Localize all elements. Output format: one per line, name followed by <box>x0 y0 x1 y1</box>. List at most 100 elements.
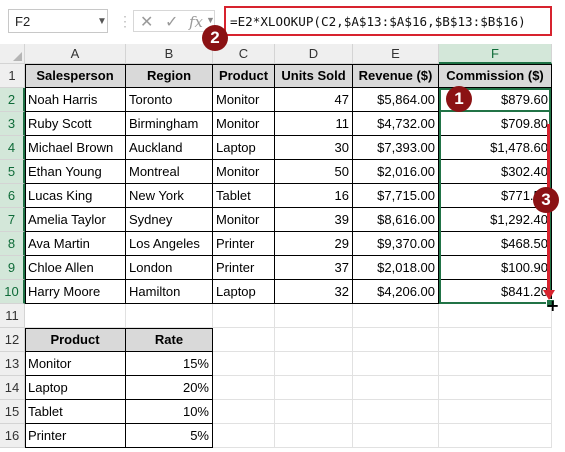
row-header-3[interactable]: 3 <box>0 112 25 136</box>
cell[interactable] <box>439 328 552 352</box>
insert-function-icon[interactable]: fx <box>189 13 204 31</box>
name-box[interactable]: F2 ▼ <box>8 9 108 33</box>
cell[interactable] <box>275 424 353 448</box>
table-cell[interactable]: Printer <box>213 256 275 280</box>
formula-input[interactable]: =E2*XLOOKUP(C2,$A$13:$A$16,$B$13:$B$16) <box>224 6 552 36</box>
rate-table-cell[interactable]: 15% <box>126 352 213 376</box>
table-cell[interactable]: $9,370.00 <box>353 232 439 256</box>
rate-table-cell[interactable]: Laptop <box>25 376 126 400</box>
cell[interactable] <box>213 376 275 400</box>
row-header-8[interactable]: 8 <box>0 232 25 256</box>
table-cell[interactable]: Toronto <box>126 88 213 112</box>
table-cell[interactable]: Ava Martin <box>25 232 126 256</box>
cell[interactable] <box>275 376 353 400</box>
table-cell[interactable]: Birmingham <box>126 112 213 136</box>
table-header-cell[interactable]: Commission ($) <box>439 64 552 88</box>
table-cell[interactable]: 47 <box>275 88 353 112</box>
cell[interactable] <box>213 424 275 448</box>
cell[interactable] <box>213 328 275 352</box>
table-cell[interactable]: Auckland <box>126 136 213 160</box>
table-cell[interactable]: $4,732.00 <box>353 112 439 136</box>
cell[interactable] <box>213 400 275 424</box>
chevron-down-icon[interactable]: ▼ <box>206 15 215 25</box>
cell[interactable] <box>439 352 552 376</box>
table-cell[interactable]: $1,292.40 <box>439 208 552 232</box>
table-header-cell[interactable]: Product <box>213 64 275 88</box>
table-cell[interactable]: Monitor <box>213 208 275 232</box>
column-header-a[interactable]: A <box>25 44 126 64</box>
table-cell[interactable]: Harry Moore <box>25 280 126 304</box>
table-cell[interactable]: Printer <box>213 232 275 256</box>
table-header-cell[interactable]: Revenue ($) <box>353 64 439 88</box>
table-header-cell[interactable]: Region <box>126 64 213 88</box>
table-cell[interactable]: 29 <box>275 232 353 256</box>
cell[interactable] <box>353 424 439 448</box>
table-cell[interactable]: 37 <box>275 256 353 280</box>
cell[interactable] <box>25 304 126 328</box>
cell[interactable] <box>353 328 439 352</box>
table-cell[interactable]: Ethan Young <box>25 160 126 184</box>
table-cell[interactable]: New York <box>126 184 213 208</box>
column-header-e[interactable]: E <box>353 44 439 64</box>
table-cell[interactable]: $7,393.00 <box>353 136 439 160</box>
table-cell[interactable]: $4,206.00 <box>353 280 439 304</box>
table-cell[interactable]: $100.90 <box>439 256 552 280</box>
cell[interactable] <box>353 304 439 328</box>
drag-handle-icon[interactable]: ⋮ <box>118 13 132 29</box>
rate-table-header-cell[interactable]: Product <box>25 328 126 352</box>
row-header-7[interactable]: 7 <box>0 208 25 232</box>
rate-table-cell[interactable]: Tablet <box>25 400 126 424</box>
row-header-11[interactable]: 11 <box>0 304 25 328</box>
row-header-1[interactable]: 1 <box>0 64 25 88</box>
column-header-b[interactable]: B <box>126 44 213 64</box>
table-cell[interactable]: Amelia Taylor <box>25 208 126 232</box>
table-cell[interactable]: $7,715.00 <box>353 184 439 208</box>
table-cell[interactable]: Tablet <box>213 184 275 208</box>
table-cell[interactable]: $302.40 <box>439 160 552 184</box>
table-cell[interactable]: 39 <box>275 208 353 232</box>
table-cell[interactable]: $841.20 <box>439 280 552 304</box>
table-cell[interactable]: $5,864.00 <box>353 88 439 112</box>
rate-table-header-cell[interactable]: Rate <box>126 328 213 352</box>
table-cell[interactable]: 50 <box>275 160 353 184</box>
table-cell[interactable]: Monitor <box>213 88 275 112</box>
table-cell[interactable]: Monitor <box>213 112 275 136</box>
table-cell[interactable]: Ruby Scott <box>25 112 126 136</box>
cell[interactable] <box>275 352 353 376</box>
cell[interactable] <box>439 376 552 400</box>
cancel-icon[interactable]: ✕ <box>140 14 154 31</box>
cell[interactable] <box>439 400 552 424</box>
table-cell[interactable]: $1,478.60 <box>439 136 552 160</box>
cell[interactable] <box>439 424 552 448</box>
cell[interactable] <box>353 352 439 376</box>
table-cell[interactable]: 11 <box>275 112 353 136</box>
cell[interactable] <box>275 400 353 424</box>
table-cell[interactable]: Sydney <box>126 208 213 232</box>
select-all-button[interactable] <box>0 44 25 64</box>
table-cell[interactable]: Laptop <box>213 136 275 160</box>
table-cell[interactable]: $709.80 <box>439 112 552 136</box>
chevron-down-icon[interactable]: ▼ <box>97 16 107 27</box>
row-header-6[interactable]: 6 <box>0 184 25 208</box>
table-cell[interactable]: Chloe Allen <box>25 256 126 280</box>
cell[interactable] <box>126 304 213 328</box>
table-cell[interactable]: Noah Harris <box>25 88 126 112</box>
row-header-13[interactable]: 13 <box>0 352 25 376</box>
table-cell[interactable]: Monitor <box>213 160 275 184</box>
row-header-16[interactable]: 16 <box>0 424 25 448</box>
row-header-5[interactable]: 5 <box>0 160 25 184</box>
cell[interactable] <box>213 352 275 376</box>
table-cell[interactable]: $2,016.00 <box>353 160 439 184</box>
cell[interactable] <box>353 376 439 400</box>
column-header-c[interactable]: C <box>213 44 275 64</box>
rate-table-cell[interactable]: 5% <box>126 424 213 448</box>
row-header-4[interactable]: 4 <box>0 136 25 160</box>
table-cell[interactable]: London <box>126 256 213 280</box>
row-header-9[interactable]: 9 <box>0 256 25 280</box>
table-cell[interactable]: Los Angeles <box>126 232 213 256</box>
row-header-10[interactable]: 10 <box>0 280 25 304</box>
row-header-14[interactable]: 14 <box>0 376 25 400</box>
rate-table-cell[interactable]: Printer <box>25 424 126 448</box>
table-cell[interactable]: Michael Brown <box>25 136 126 160</box>
table-cell[interactable]: $2,018.00 <box>353 256 439 280</box>
